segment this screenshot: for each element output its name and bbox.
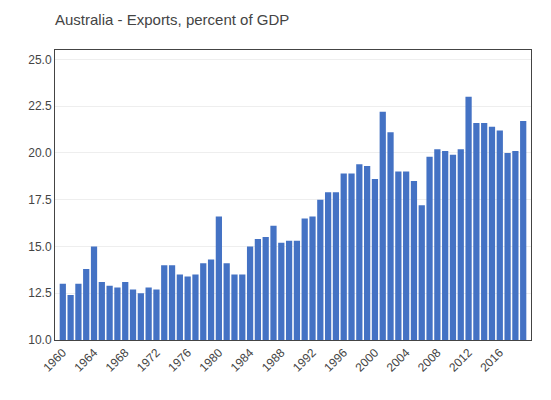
svg-text:25.0: 25.0 bbox=[28, 53, 52, 67]
svg-text:22.5: 22.5 bbox=[28, 99, 52, 113]
svg-text:2012: 2012 bbox=[446, 346, 475, 375]
svg-text:20.0: 20.0 bbox=[28, 146, 52, 160]
svg-text:2000: 2000 bbox=[353, 346, 382, 375]
svg-text:2016: 2016 bbox=[477, 346, 506, 375]
svg-text:1988: 1988 bbox=[259, 346, 288, 375]
svg-text:2008: 2008 bbox=[415, 346, 444, 375]
svg-text:1968: 1968 bbox=[103, 346, 132, 375]
svg-text:1996: 1996 bbox=[321, 346, 350, 375]
svg-text:1992: 1992 bbox=[290, 346, 319, 375]
svg-text:1972: 1972 bbox=[134, 346, 163, 375]
svg-text:10.0: 10.0 bbox=[28, 333, 52, 347]
svg-text:1964: 1964 bbox=[72, 346, 101, 375]
svg-text:15.0: 15.0 bbox=[28, 240, 52, 254]
svg-text:1960: 1960 bbox=[40, 346, 69, 375]
svg-text:1976: 1976 bbox=[165, 346, 194, 375]
svg-text:2004: 2004 bbox=[384, 346, 413, 375]
svg-text:1980: 1980 bbox=[196, 346, 225, 375]
svg-text:Australia - Exports, percent o: Australia - Exports, percent of GDP bbox=[55, 11, 289, 28]
svg-text:12.5: 12.5 bbox=[28, 286, 52, 300]
svg-text:17.5: 17.5 bbox=[28, 193, 52, 207]
svg-text:1984: 1984 bbox=[228, 346, 257, 375]
